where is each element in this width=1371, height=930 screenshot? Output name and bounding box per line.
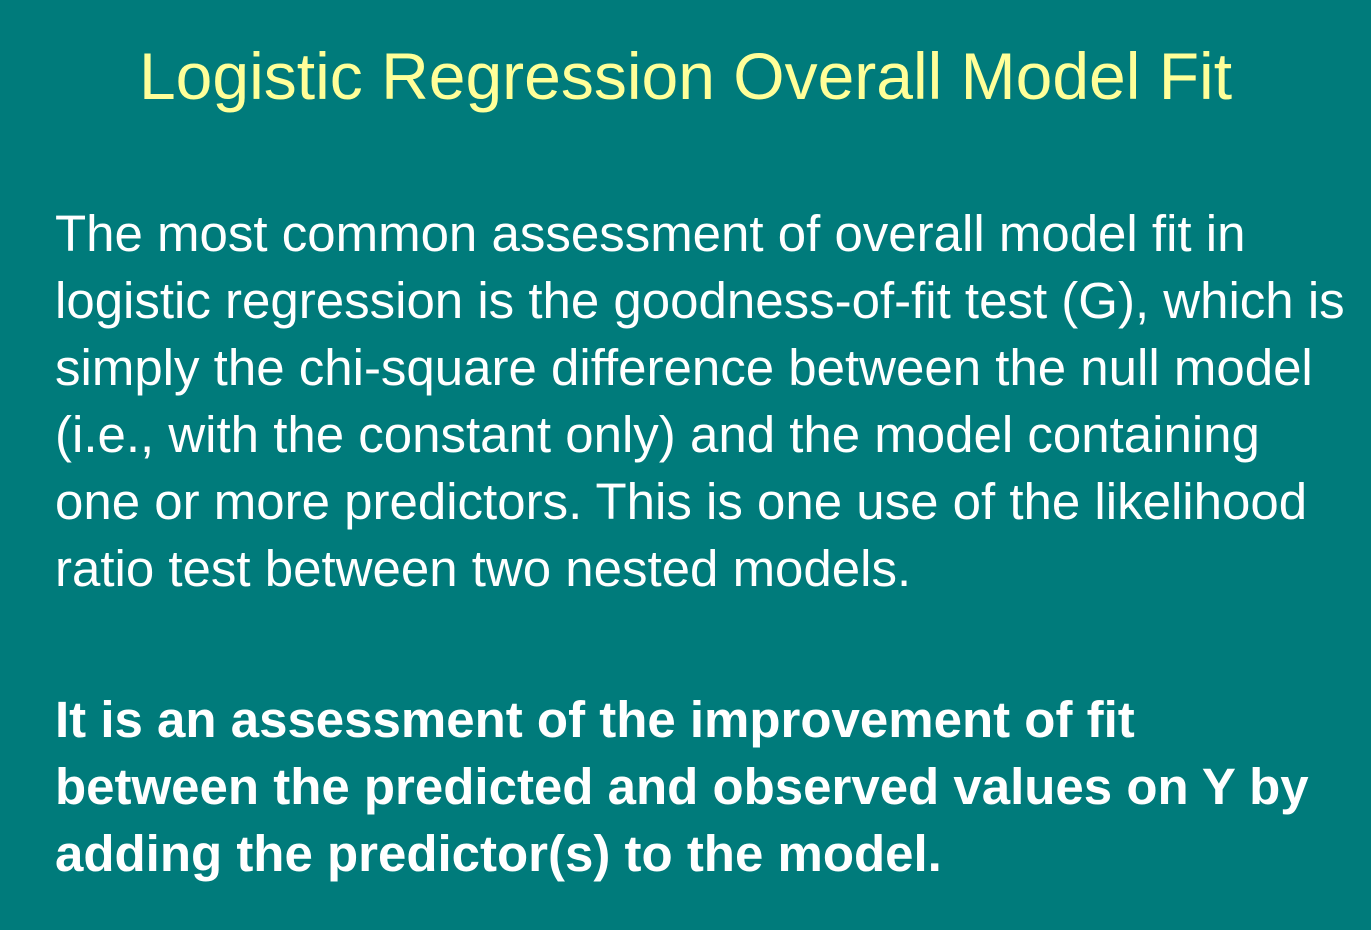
body-paragraph-1: The most common assessment of overall mo…	[55, 205, 1345, 597]
body-paragraph-2-bold: It is an assessment of the improvement o…	[55, 691, 1309, 882]
slide-title: Logistic Regression Overall Model Fit	[138, 39, 1233, 113]
